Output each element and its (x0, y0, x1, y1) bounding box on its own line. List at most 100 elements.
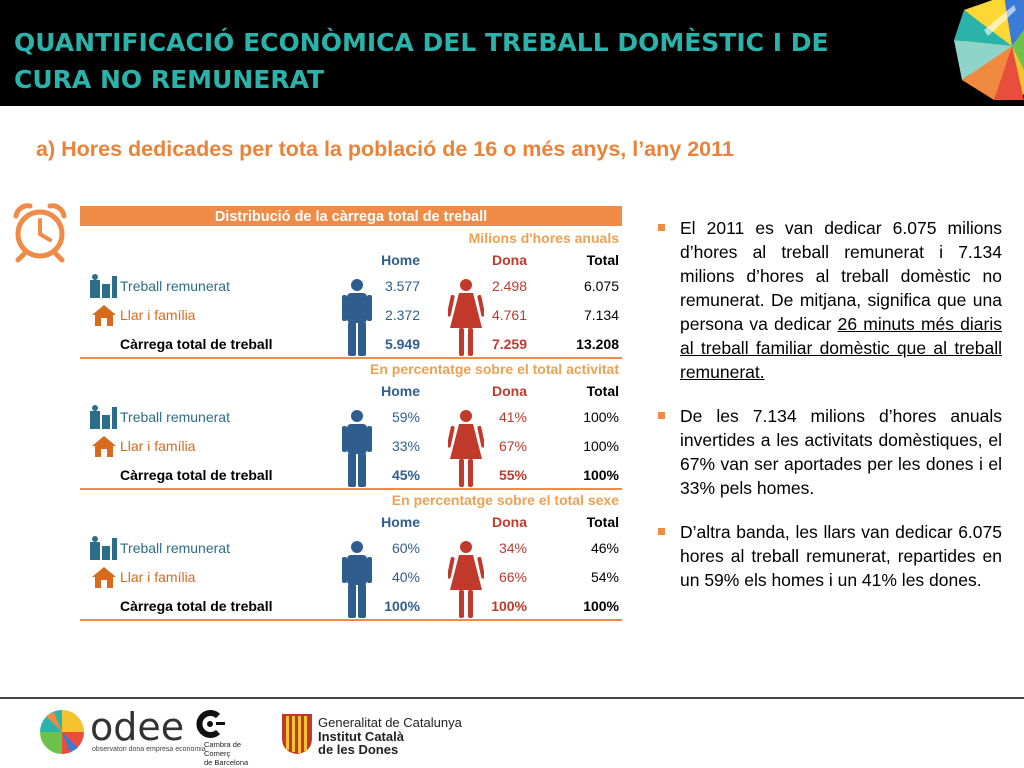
column-header-row: Home Dona Total (80, 510, 622, 534)
generalitat-line2: Institut Català (318, 728, 404, 744)
value-dona: 67% (498, 438, 527, 454)
col-home: Home (381, 252, 420, 268)
cambra-logo: Cambra de Comerç de Barcelona (196, 710, 266, 767)
man-icon (342, 279, 372, 356)
section-subheading: En percentatge sobre el total sexe (391, 492, 619, 508)
header-bar: QUANTIFICACIÓ ECONÒMICA DEL TREBALL DOMÈ… (0, 0, 1024, 106)
bullet-text: El 2011 es van dedicar 6.075 milions d’h… (680, 218, 1002, 334)
col-total: Total (586, 383, 619, 399)
value-home: 60% (391, 540, 420, 556)
value-total: 6.075 (583, 278, 619, 294)
table-row: Llar i família 40% 66% 54% (80, 563, 622, 592)
odee-circle-icon (40, 710, 84, 754)
house-icon (92, 305, 116, 326)
section-subheading: Milions d'hores anuals (468, 230, 619, 246)
value-total: 46% (590, 540, 619, 556)
generalitat-line1: Generalitat de Catalunya (318, 715, 462, 730)
odee-logo: odee observatori dona empresa economia (40, 705, 206, 756)
bullet-item: El 2011 es van dedicar 6.075 milions d’h… (656, 216, 1002, 384)
value-total: 100% (583, 438, 619, 454)
value-home: 45% (391, 467, 420, 483)
bullet-list: El 2011 es van dedicar 6.075 milions d’h… (656, 216, 1002, 612)
generalitat-line3: de les Dones (318, 742, 399, 757)
work-icon (90, 274, 117, 298)
man-icon (342, 541, 372, 618)
value-home: 59% (391, 409, 420, 425)
value-dona: 4.761 (491, 307, 527, 323)
section-subheading: En percentatge sobre el total activitat (370, 361, 619, 377)
table-section-sex-pct: En percentatge sobre el total sexe Home … (80, 490, 622, 621)
odee-wordmark: odee (90, 705, 185, 749)
footer-divider (0, 697, 1024, 699)
row-label: Treball remunerat (120, 540, 230, 556)
table-row-total: Càrrega total de treball 5.949 7.259 13.… (80, 330, 622, 359)
value-dona: 2.498 (491, 278, 527, 294)
value-total: 100% (583, 467, 619, 483)
table-row: Llar i família 33% 67% 100% (80, 432, 622, 461)
table-row: Treball remunerat 3.577 2.498 6.075 (80, 272, 622, 301)
value-dona: 66% (498, 569, 527, 585)
row-label: Càrrega total de treball (120, 336, 273, 352)
value-home: 2.372 (384, 307, 420, 323)
odee-burst-icon (954, 0, 1024, 100)
odee-tagline: observatori dona empresa economia (92, 746, 206, 753)
woman-icon (448, 279, 484, 356)
generalitat-logo: Generalitat de Catalunya Institut Català… (282, 714, 482, 760)
bullet-text: D’altra banda, les llars van dedicar 6.0… (680, 522, 1002, 590)
row-label: Càrrega total de treball (120, 598, 273, 614)
woman-icon (448, 410, 484, 487)
col-home: Home (381, 514, 420, 530)
house-icon (92, 436, 116, 457)
value-home: 100% (384, 598, 420, 614)
row-label: Llar i família (120, 438, 196, 454)
woman-icon (448, 541, 484, 618)
table-row: Treball remunerat 60% 34% 46% (80, 534, 622, 563)
table-section-activity-pct: En percentatge sobre el total activitat … (80, 359, 622, 490)
value-total: 100% (583, 409, 619, 425)
table-row-total: Càrrega total de treball 100% 100% 100% (80, 592, 622, 621)
col-total: Total (586, 252, 619, 268)
row-label: Treball remunerat (120, 409, 230, 425)
bullet-underlined-text: 26 minuts més diaris al treball familiar… (680, 314, 1002, 382)
work-icon (90, 405, 117, 429)
cambra-line2: de Barcelona (204, 758, 249, 767)
col-dona: Dona (492, 514, 527, 530)
col-home: Home (381, 383, 420, 399)
bullet-marker (658, 224, 665, 231)
value-dona: 100% (491, 598, 527, 614)
column-header-row: Home Dona Total (80, 379, 622, 403)
distribution-table: Distribució de la càrrega total de treba… (80, 206, 622, 621)
value-total: 54% (590, 569, 619, 585)
bullet-marker (658, 412, 665, 419)
value-total: 100% (583, 598, 619, 614)
value-dona: 7.259 (491, 336, 527, 352)
generalitat-name: Generalitat de Catalunya Institut Català… (318, 716, 462, 757)
bullet-item: D’altra banda, les llars van dedicar 6.0… (656, 520, 1002, 592)
house-icon (92, 567, 116, 588)
cambra-line1: Cambra de Comerç (204, 740, 242, 758)
column-header-row: Home Dona Total (80, 248, 622, 272)
col-dona: Dona (492, 383, 527, 399)
page-title: QUANTIFICACIÓ ECONÒMICA DEL TREBALL DOMÈ… (14, 28, 829, 94)
col-dona: Dona (492, 252, 527, 268)
bullet-item: De les 7.134 milions d’hores anuals inve… (656, 404, 1002, 500)
value-home: 3.577 (384, 278, 420, 294)
table-row: Treball remunerat 59% 41% 100% (80, 403, 622, 432)
value-home: 33% (391, 438, 420, 454)
table-section-hours: Milions d'hores anuals Home Dona Total (80, 228, 622, 359)
bullet-marker (658, 528, 665, 535)
man-icon (342, 410, 372, 487)
value-dona: 41% (498, 409, 527, 425)
value-total: 13.208 (576, 336, 619, 352)
generalitat-shield-icon (282, 714, 312, 754)
row-label: Càrrega total de treball (120, 467, 273, 483)
cambra-name: Cambra de Comerç de Barcelona (204, 740, 266, 767)
bullet-text: De les 7.134 milions d’hores anuals inve… (680, 406, 1002, 498)
section-subtitle: a) Hores dedicades per tota la població … (36, 137, 734, 161)
row-label: Llar i família (120, 569, 196, 585)
value-dona: 55% (498, 467, 527, 483)
value-dona: 34% (498, 540, 527, 556)
table-title: Distribució de la càrrega total de treba… (80, 206, 622, 228)
clock-icon (13, 203, 67, 263)
value-home: 5.949 (384, 336, 420, 352)
